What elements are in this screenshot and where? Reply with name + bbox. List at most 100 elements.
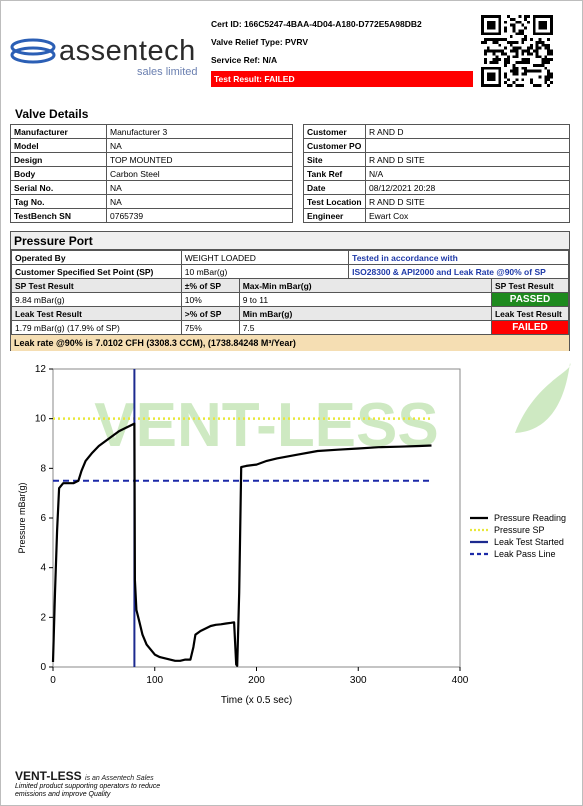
- sp-result-head: SP Test Result: [490, 278, 570, 293]
- valve-detail-right-label: Site: [303, 152, 366, 167]
- valve-detail-left-label: Model: [10, 138, 107, 153]
- valve-detail-right-value: R AND D SITE: [365, 152, 570, 167]
- qr-code-icon: [481, 15, 553, 87]
- tested-accordance-label: Tested in accordance with: [348, 250, 569, 265]
- leak-min: 7.5: [238, 320, 492, 335]
- valve-detail-right-value: 08/12/2021 20:28: [365, 180, 570, 195]
- valve-detail-left-value: NA: [106, 138, 293, 153]
- leak-rate-summary: Leak rate @90% is 7.0102 CFH (3308.3 CCM…: [11, 334, 569, 351]
- leak-status-badge: FAILED: [490, 320, 570, 335]
- valve-detail-right-label: Test Location: [303, 194, 366, 209]
- valve-detail-right-label: Customer PO: [303, 138, 366, 153]
- valve-detail-left-label: Tag No.: [10, 194, 107, 209]
- legend-label: Leak Pass Line: [494, 549, 556, 559]
- valve-detail-right-row: Customer PO: [303, 138, 570, 153]
- pressure-port-table: Operated By WEIGHT LOADED Tested in acco…: [11, 250, 570, 335]
- valve-detail-right-row: Date 08/12/2021 20:28: [303, 180, 570, 195]
- x-tick-label: 300: [350, 675, 367, 686]
- y-tick-label: 8: [40, 463, 46, 474]
- valve-details-left-table: Manufacturer Manufacturer 3 Model NA Design T…: [10, 124, 293, 223]
- y-axis-label: Pressure mBar(g): [17, 482, 27, 553]
- valve-detail-right-row: Engineer Ewart Cox: [303, 208, 570, 223]
- valve-detail-right-value: Ewart Cox: [365, 208, 570, 223]
- legend-label: Pressure Reading: [494, 513, 566, 523]
- valve-detail-right-row: Test Location R AND D SITE: [303, 194, 570, 209]
- footer-line-1: Limited product supporting operators to …: [15, 783, 161, 790]
- valve-detail-left-row: Tag No. NA: [10, 194, 293, 209]
- footer-brand: VENT-LESS is an Assentech Sales: [15, 769, 315, 783]
- valve-detail-right-value: N/A: [365, 166, 570, 181]
- leak-result-label: Leak Test Result: [11, 306, 182, 321]
- valve-detail-right-value: R AND D SITE: [365, 194, 570, 209]
- valve-detail-left-row: Serial No. NA: [10, 180, 293, 195]
- leak-pct: 75%: [180, 320, 240, 335]
- valve-detail-left-value: TOP MOUNTED: [106, 152, 293, 167]
- pressure-reading-line: [51, 422, 432, 667]
- valve-detail-left-value: NA: [106, 194, 293, 209]
- valve-relief-type: Valve Relief Type: PVRV: [211, 37, 309, 47]
- y-tick-label: 0: [40, 662, 46, 673]
- sp-result-label: SP Test Result: [11, 278, 182, 293]
- operated-by-value: WEIGHT LOADED: [180, 250, 350, 265]
- x-tick-label: 0: [50, 675, 56, 686]
- logo-subtitle: sales limited: [137, 66, 198, 78]
- valve-detail-right-row: Tank Ref N/A: [303, 166, 570, 181]
- standards-text: ISO28300 & API2000 and Leak Rate @90% of…: [348, 264, 569, 279]
- valve-detail-left-row: Design TOP MOUNTED: [10, 152, 293, 167]
- service-ref: Service Ref: N/A: [211, 55, 278, 65]
- set-point-label: Customer Specified Set Point (SP): [11, 264, 182, 279]
- watermark-leaf-icon: [515, 363, 571, 433]
- y-tick-label: 12: [35, 364, 47, 375]
- pressure-port-title: Pressure Port: [11, 232, 569, 250]
- y-tick-label: 4: [40, 563, 46, 574]
- x-tick-label: 400: [452, 675, 469, 686]
- footer-brand-name: VENT-LESS: [15, 769, 82, 783]
- sp-status-badge: PASSED: [490, 292, 570, 307]
- valve-detail-left-value: Carbon Steel: [106, 166, 293, 181]
- valve-detail-left-label: TestBench SN: [10, 208, 107, 223]
- valve-detail-left-value: Manufacturer 3: [106, 124, 293, 139]
- sp-maxmin-label: Max-Min mBar(g): [238, 278, 492, 293]
- y-tick-label: 6: [40, 513, 46, 524]
- valve-detail-right-row: Customer R AND D: [303, 124, 570, 139]
- footer-brand-suffix: is an Assentech Sales: [85, 775, 154, 782]
- logo-rings-icon: [10, 38, 56, 64]
- valve-detail-left-label: Serial No.: [10, 180, 107, 195]
- y-tick-label: 2: [40, 612, 46, 623]
- valve-detail-left-value: NA: [106, 180, 293, 195]
- valve-detail-left-label: Manufacturer: [10, 124, 107, 139]
- valve-detail-left-row: Manufacturer Manufacturer 3: [10, 124, 293, 139]
- assentech-logo: assentech sales limited: [9, 29, 204, 79]
- certificate-info: Cert ID: 166C5247-4BAA-4D04-A180-D772E5A…: [211, 17, 473, 87]
- x-tick-label: 200: [248, 675, 265, 686]
- set-point-value: 10 mBar(g): [180, 264, 350, 279]
- footer-line-2: emissions and improve Quality: [15, 791, 111, 798]
- operated-by-label: Operated By: [11, 250, 182, 265]
- legend-label: Leak Test Started: [494, 537, 564, 547]
- sp-pct-label: ±% of SP: [180, 278, 240, 293]
- leak-min-label: Min mBar(g): [238, 306, 492, 321]
- valve-detail-left-label: Design: [10, 152, 107, 167]
- x-tick-label: 100: [146, 675, 163, 686]
- valve-detail-right-label: Date: [303, 180, 366, 195]
- valve-detail-right-label: Engineer: [303, 208, 366, 223]
- valve-detail-right-value: R AND D: [365, 124, 570, 139]
- cert-id: Cert ID: 166C5247-4BAA-4D04-A180-D772E5A…: [211, 19, 422, 29]
- leak-value: 1.79 mBar(g) (17.9% of SP): [11, 320, 182, 335]
- valve-detail-left-value: 0765739: [106, 208, 293, 223]
- leak-pct-label: >% of SP: [180, 306, 240, 321]
- watermark-text: VENT-LESS: [94, 391, 439, 460]
- footer: VENT-LESS is an Assentech Sales Limited …: [15, 769, 315, 799]
- leak-result-head: Leak Test Result: [490, 306, 570, 321]
- pressure-chart: VENT-LESS 0 100 200 300 400 0 2 4 6 8 10 12 Time (x 0…: [17, 363, 571, 706]
- logo-word: assentech: [59, 35, 196, 67]
- valve-detail-left-row: Model NA: [10, 138, 293, 153]
- valve-detail-left-row: Body Carbon Steel: [10, 166, 293, 181]
- valve-detail-right-label: Customer: [303, 124, 366, 139]
- valve-detail-left-label: Body: [10, 166, 107, 181]
- y-tick-label: 10: [35, 414, 47, 425]
- valve-details-title: Valve Details: [15, 107, 89, 121]
- valve-details-right-table: Customer R AND D Customer PO Site R AND D SI…: [303, 124, 570, 223]
- valve-detail-right-value: [365, 138, 570, 153]
